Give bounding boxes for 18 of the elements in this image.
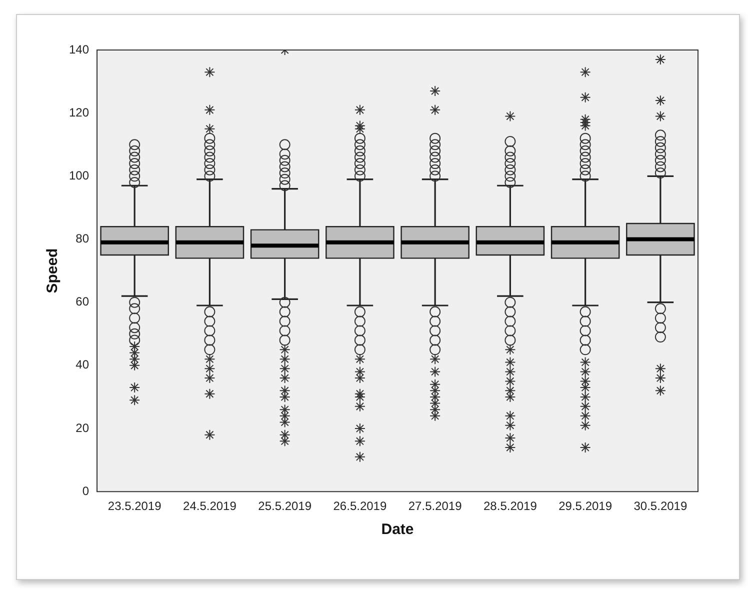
x-tick-label: 26.5.2019 — [333, 499, 387, 514]
y-tick-label: 0 — [82, 484, 90, 498]
y-tick-label: 100 — [68, 168, 90, 182]
y-tick-label: 40 — [76, 358, 90, 372]
x-axis-title: Date — [381, 521, 414, 538]
x-tick-label: 29.5.2019 — [558, 499, 612, 514]
x-tick-label: 24.5.2019 — [183, 499, 237, 514]
y-tick-label: 140 — [68, 42, 90, 56]
y-tick-label: 20 — [76, 420, 90, 435]
x-tick-label: 27.5.2019 — [408, 499, 462, 514]
y-tick-label: 120 — [68, 105, 90, 120]
x-tick-label: 28.5.2019 — [484, 499, 538, 514]
x-tick-label: 23.5.2019 — [108, 499, 162, 514]
x-tick-label: 25.5.2019 — [258, 499, 312, 514]
y-tick-label: 80 — [76, 232, 90, 246]
x-tick-label: 30.5.2019 — [634, 499, 688, 514]
y-axis-title: Speed — [44, 248, 62, 294]
y-tick-label: 60 — [76, 294, 90, 309]
